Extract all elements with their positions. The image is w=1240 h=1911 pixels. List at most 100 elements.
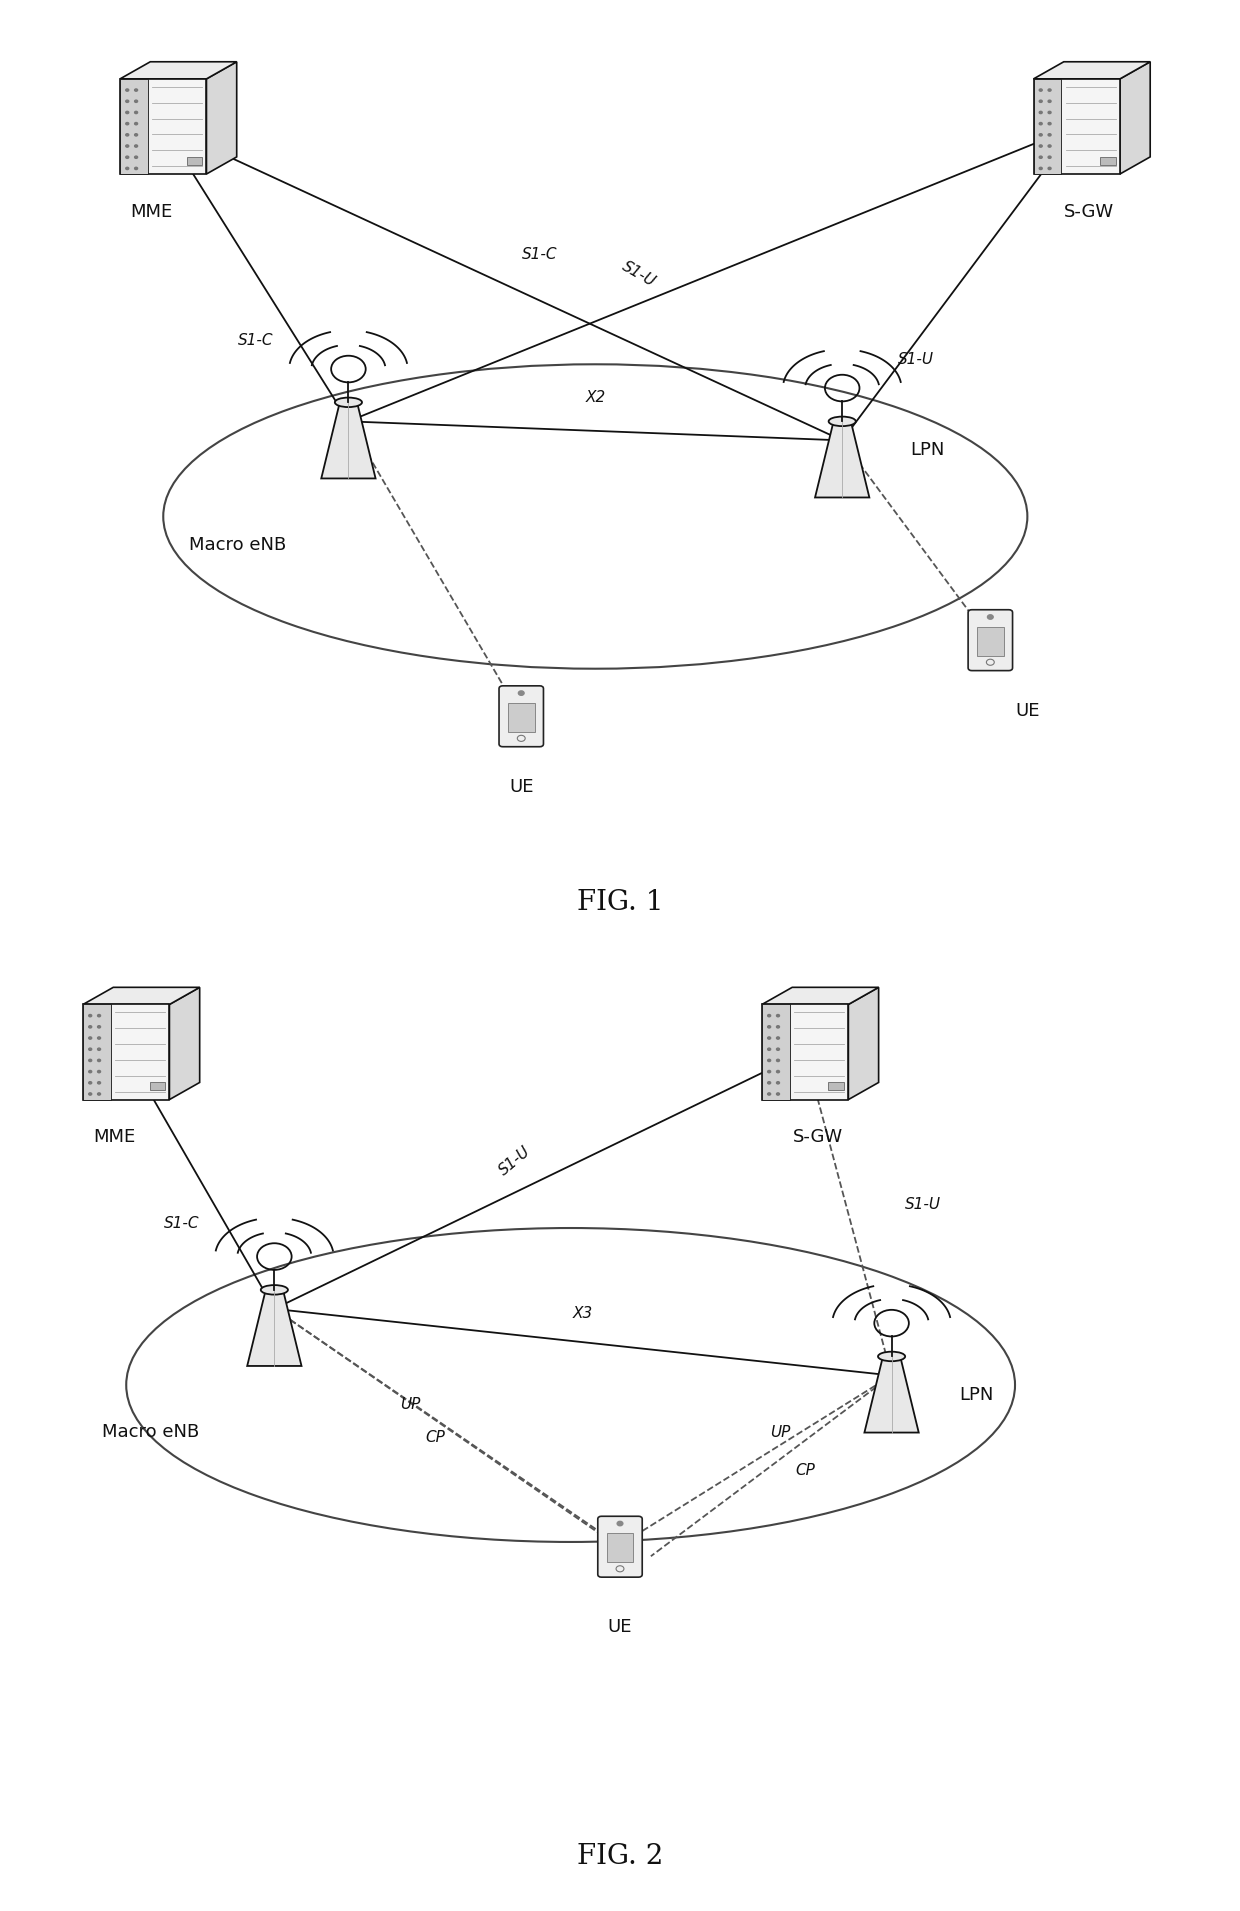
Circle shape [89,1059,92,1061]
Circle shape [987,615,993,619]
Circle shape [1048,99,1052,103]
Circle shape [768,1047,770,1051]
Circle shape [125,134,129,136]
Circle shape [768,1093,770,1095]
Circle shape [125,168,129,170]
Text: CP: CP [795,1464,815,1477]
Polygon shape [1120,61,1151,174]
Circle shape [1039,111,1042,113]
FancyBboxPatch shape [761,1005,848,1099]
Circle shape [776,1047,780,1051]
Circle shape [98,1070,100,1072]
FancyBboxPatch shape [977,627,1003,655]
Text: Macro eNB: Macro eNB [102,1424,200,1441]
Ellipse shape [828,417,856,426]
Circle shape [776,1015,780,1017]
Text: MME: MME [93,1127,135,1147]
Circle shape [768,1026,770,1028]
Circle shape [135,157,138,159]
Polygon shape [848,988,879,1099]
FancyBboxPatch shape [186,157,202,164]
Circle shape [89,1038,92,1040]
Polygon shape [207,61,237,174]
Text: S1-C: S1-C [238,333,274,348]
Circle shape [89,1047,92,1051]
Circle shape [776,1082,780,1084]
Text: UE: UE [608,1619,632,1636]
Text: UE: UE [1016,701,1039,720]
Circle shape [1039,168,1042,170]
Polygon shape [761,988,879,1005]
Circle shape [98,1047,100,1051]
Circle shape [1039,145,1042,147]
Text: S-GW: S-GW [792,1127,842,1147]
Polygon shape [1033,61,1151,78]
Text: S1-U: S1-U [619,258,658,289]
Circle shape [1048,134,1052,136]
FancyBboxPatch shape [120,78,207,174]
Text: S1-U: S1-U [898,352,934,367]
Circle shape [125,111,129,113]
Text: UP: UP [401,1397,420,1412]
FancyBboxPatch shape [120,78,148,174]
Circle shape [98,1026,100,1028]
Circle shape [1039,157,1042,159]
Circle shape [768,1059,770,1061]
Circle shape [1048,157,1052,159]
Text: X2: X2 [585,390,605,405]
FancyBboxPatch shape [1100,157,1116,164]
Circle shape [98,1059,100,1061]
Polygon shape [247,1290,301,1366]
Circle shape [1048,111,1052,113]
FancyBboxPatch shape [828,1082,844,1089]
FancyBboxPatch shape [83,1005,110,1099]
Circle shape [135,122,138,124]
Circle shape [1048,168,1052,170]
Circle shape [776,1070,780,1072]
Circle shape [89,1082,92,1084]
Circle shape [518,692,525,696]
Text: S-GW: S-GW [1064,203,1115,220]
Text: MME: MME [130,203,172,220]
FancyBboxPatch shape [498,686,543,747]
Circle shape [89,1093,92,1095]
Text: Macro eNB: Macro eNB [188,535,286,554]
FancyBboxPatch shape [606,1533,634,1561]
FancyBboxPatch shape [761,1005,790,1099]
Text: LPN: LPN [910,441,945,459]
Circle shape [89,1070,92,1072]
Polygon shape [321,403,376,478]
FancyBboxPatch shape [508,703,534,732]
Circle shape [98,1082,100,1084]
Circle shape [1039,90,1042,92]
Text: S1-C: S1-C [522,247,558,262]
Circle shape [1048,122,1052,124]
Circle shape [98,1015,100,1017]
FancyBboxPatch shape [1033,78,1061,174]
Text: S1-U: S1-U [904,1196,940,1212]
Circle shape [618,1521,622,1525]
Circle shape [768,1070,770,1072]
Circle shape [135,145,138,147]
Text: UP: UP [770,1426,791,1441]
Circle shape [1048,145,1052,147]
Text: LPN: LPN [960,1385,993,1403]
Circle shape [135,168,138,170]
Circle shape [1048,90,1052,92]
Text: FIG. 2: FIG. 2 [577,1844,663,1871]
FancyBboxPatch shape [598,1515,642,1577]
Circle shape [135,134,138,136]
Text: UE: UE [508,778,533,797]
Circle shape [776,1026,780,1028]
Circle shape [768,1038,770,1040]
Polygon shape [83,988,200,1005]
Circle shape [135,90,138,92]
FancyBboxPatch shape [83,1005,170,1099]
Circle shape [768,1015,770,1017]
Circle shape [768,1082,770,1084]
Circle shape [135,111,138,113]
Circle shape [98,1093,100,1095]
Circle shape [125,122,129,124]
Text: S1-C: S1-C [164,1215,200,1231]
Ellipse shape [878,1351,905,1361]
